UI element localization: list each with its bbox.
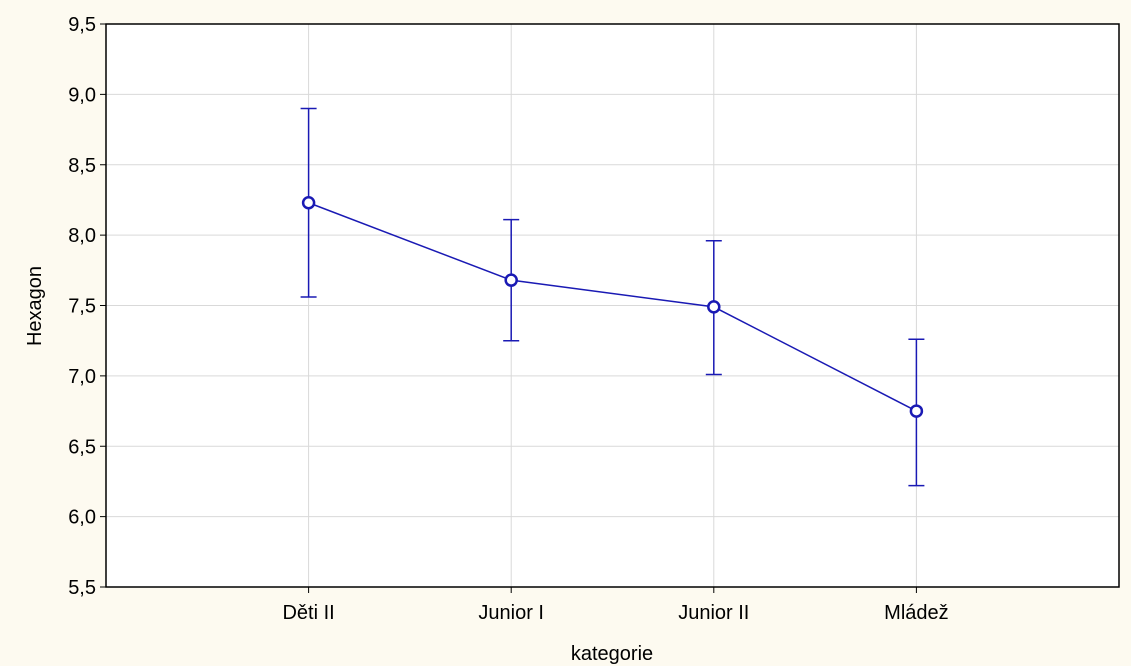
series-layer: [300, 107, 925, 487]
y-axis-label: Hexagon: [24, 266, 46, 346]
x-tick-label: Mládež: [884, 602, 948, 624]
data-point: [504, 273, 518, 287]
data-point: [909, 404, 924, 418]
series-line: [308, 202, 917, 412]
y-tick-label: 6,0: [68, 507, 96, 529]
y-tick-label: 9,5: [68, 14, 96, 36]
x-axis-ticks: Děti II Junior I Junior II Mládež: [282, 587, 949, 624]
x-tick-label: Junior II: [678, 602, 749, 624]
y-tick-label: 7,5: [68, 296, 96, 318]
y-tick-label: 8,0: [68, 225, 96, 247]
y-tick-label: 9,0: [68, 84, 96, 106]
y-tick-label: 5,5: [68, 577, 96, 599]
x-tick-label: Junior I: [478, 602, 544, 624]
data-point: [707, 300, 721, 314]
y-tick-label: 6,5: [68, 436, 96, 458]
y-tick-label: 7,0: [68, 366, 96, 388]
x-tick-label: Děti II: [282, 602, 334, 624]
y-axis-ticks: 5,5 6,0 6,5 7,0 7,5 8,0 8,5 9,0 9,5: [68, 14, 106, 599]
y-tick-label: 8,5: [68, 155, 96, 177]
data-point: [301, 196, 316, 210]
x-axis-label: kategorie: [571, 643, 653, 665]
